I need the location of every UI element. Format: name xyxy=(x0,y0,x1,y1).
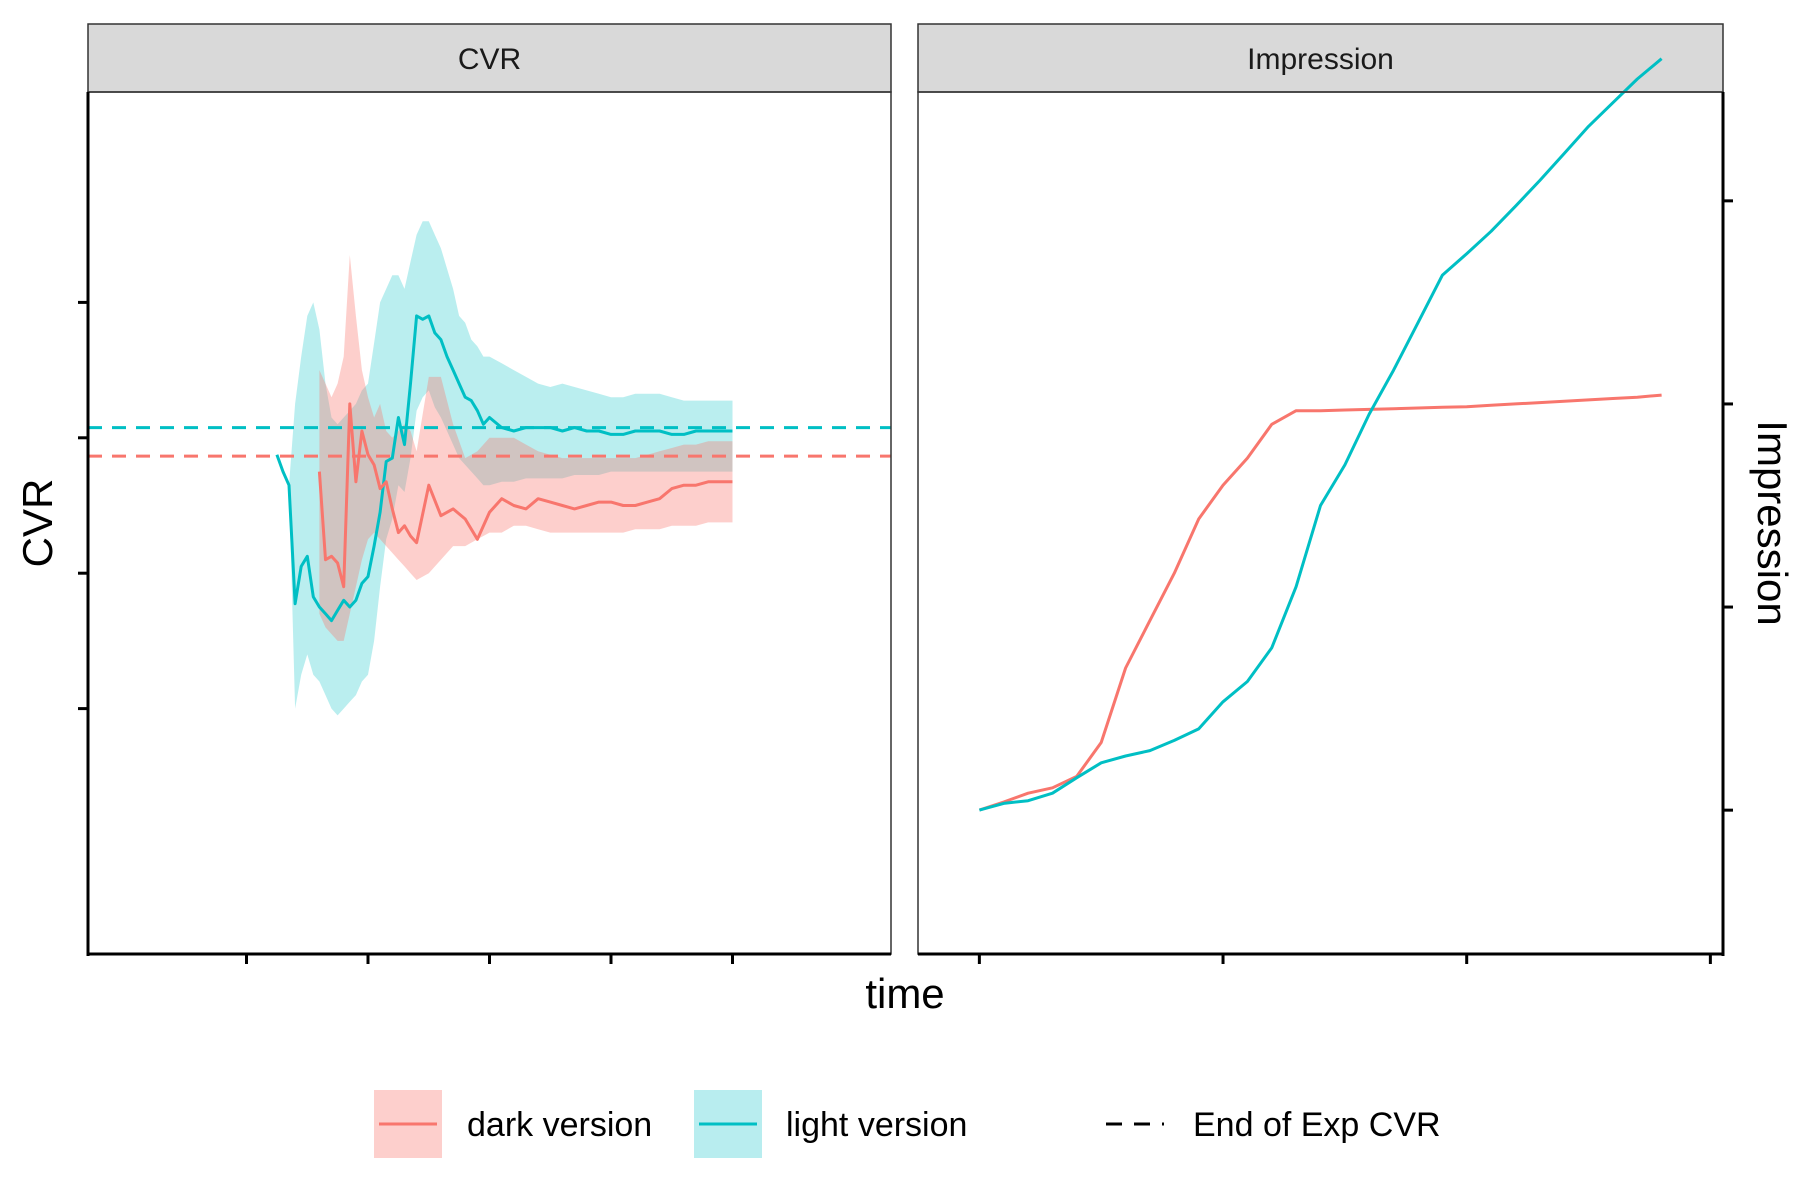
series-line-light xyxy=(979,57,1663,812)
panel-cvr: CVR xyxy=(78,23,892,964)
y-axis-title-impression: Impression xyxy=(1749,420,1796,625)
ribbon-light xyxy=(276,221,733,716)
legend-label-dark: dark version xyxy=(467,1106,652,1144)
cvr-lines xyxy=(275,314,733,623)
cvr-ticks xyxy=(78,300,734,964)
strip-impression xyxy=(917,23,1724,93)
series-line-dark xyxy=(978,393,1662,812)
y-axis-title-cvr: CVR xyxy=(14,479,61,568)
series-line-dark xyxy=(317,402,733,589)
cvr-reference-lines xyxy=(88,426,891,458)
legend-label-end: End of Exp CVR xyxy=(1193,1106,1441,1144)
strip-cvr xyxy=(87,23,892,93)
frame-impression xyxy=(917,91,1724,955)
impression-lines xyxy=(978,57,1663,812)
strip-label-cvr: CVR xyxy=(458,43,521,76)
legend-label-light: light version xyxy=(786,1106,967,1144)
legend: dark version light version End of Exp CV… xyxy=(374,1090,1441,1158)
panel-impression: Impression xyxy=(917,23,1733,964)
strip-label-impression: Impression xyxy=(1247,43,1394,76)
legend-item-dark: dark version xyxy=(374,1090,652,1158)
x-axis-title: time xyxy=(865,970,944,1017)
legend-item-end: End of Exp CVR xyxy=(1106,1106,1441,1144)
series-line-light xyxy=(275,314,733,623)
impression-ticks xyxy=(977,199,1733,964)
legend-item-light: light version xyxy=(694,1090,967,1158)
ribbon-dark xyxy=(319,255,733,641)
cvr-ribbons xyxy=(276,221,733,716)
